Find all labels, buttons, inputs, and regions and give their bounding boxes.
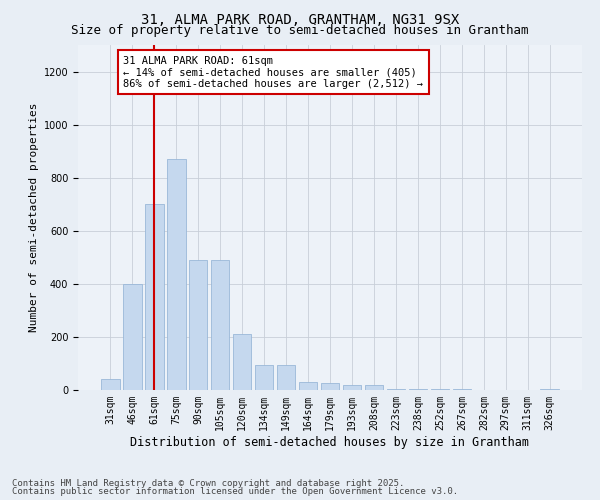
Bar <box>255 365 274 390</box>
Bar <box>541 389 559 390</box>
Bar <box>365 385 383 390</box>
Bar <box>123 284 142 390</box>
Bar <box>167 159 185 390</box>
Bar <box>101 380 119 390</box>
Text: Contains HM Land Registry data © Crown copyright and database right 2025.: Contains HM Land Registry data © Crown c… <box>12 479 404 488</box>
Bar <box>386 388 405 390</box>
Text: Size of property relative to semi-detached houses in Grantham: Size of property relative to semi-detach… <box>71 24 529 37</box>
Bar <box>343 384 361 390</box>
Y-axis label: Number of semi-detached properties: Number of semi-detached properties <box>29 103 40 332</box>
Bar <box>299 382 317 390</box>
Bar <box>189 260 208 390</box>
Bar <box>320 384 340 390</box>
Bar <box>277 365 295 390</box>
X-axis label: Distribution of semi-detached houses by size in Grantham: Distribution of semi-detached houses by … <box>131 436 530 448</box>
Bar <box>211 260 229 390</box>
Bar <box>145 204 164 390</box>
Text: 31, ALMA PARK ROAD, GRANTHAM, NG31 9SX: 31, ALMA PARK ROAD, GRANTHAM, NG31 9SX <box>141 12 459 26</box>
Bar <box>431 389 449 390</box>
Text: 31 ALMA PARK ROAD: 61sqm
← 14% of semi-detached houses are smaller (405)
86% of : 31 ALMA PARK ROAD: 61sqm ← 14% of semi-d… <box>124 56 424 89</box>
Bar <box>409 388 427 390</box>
Bar <box>233 334 251 390</box>
Text: Contains public sector information licensed under the Open Government Licence v3: Contains public sector information licen… <box>12 487 458 496</box>
